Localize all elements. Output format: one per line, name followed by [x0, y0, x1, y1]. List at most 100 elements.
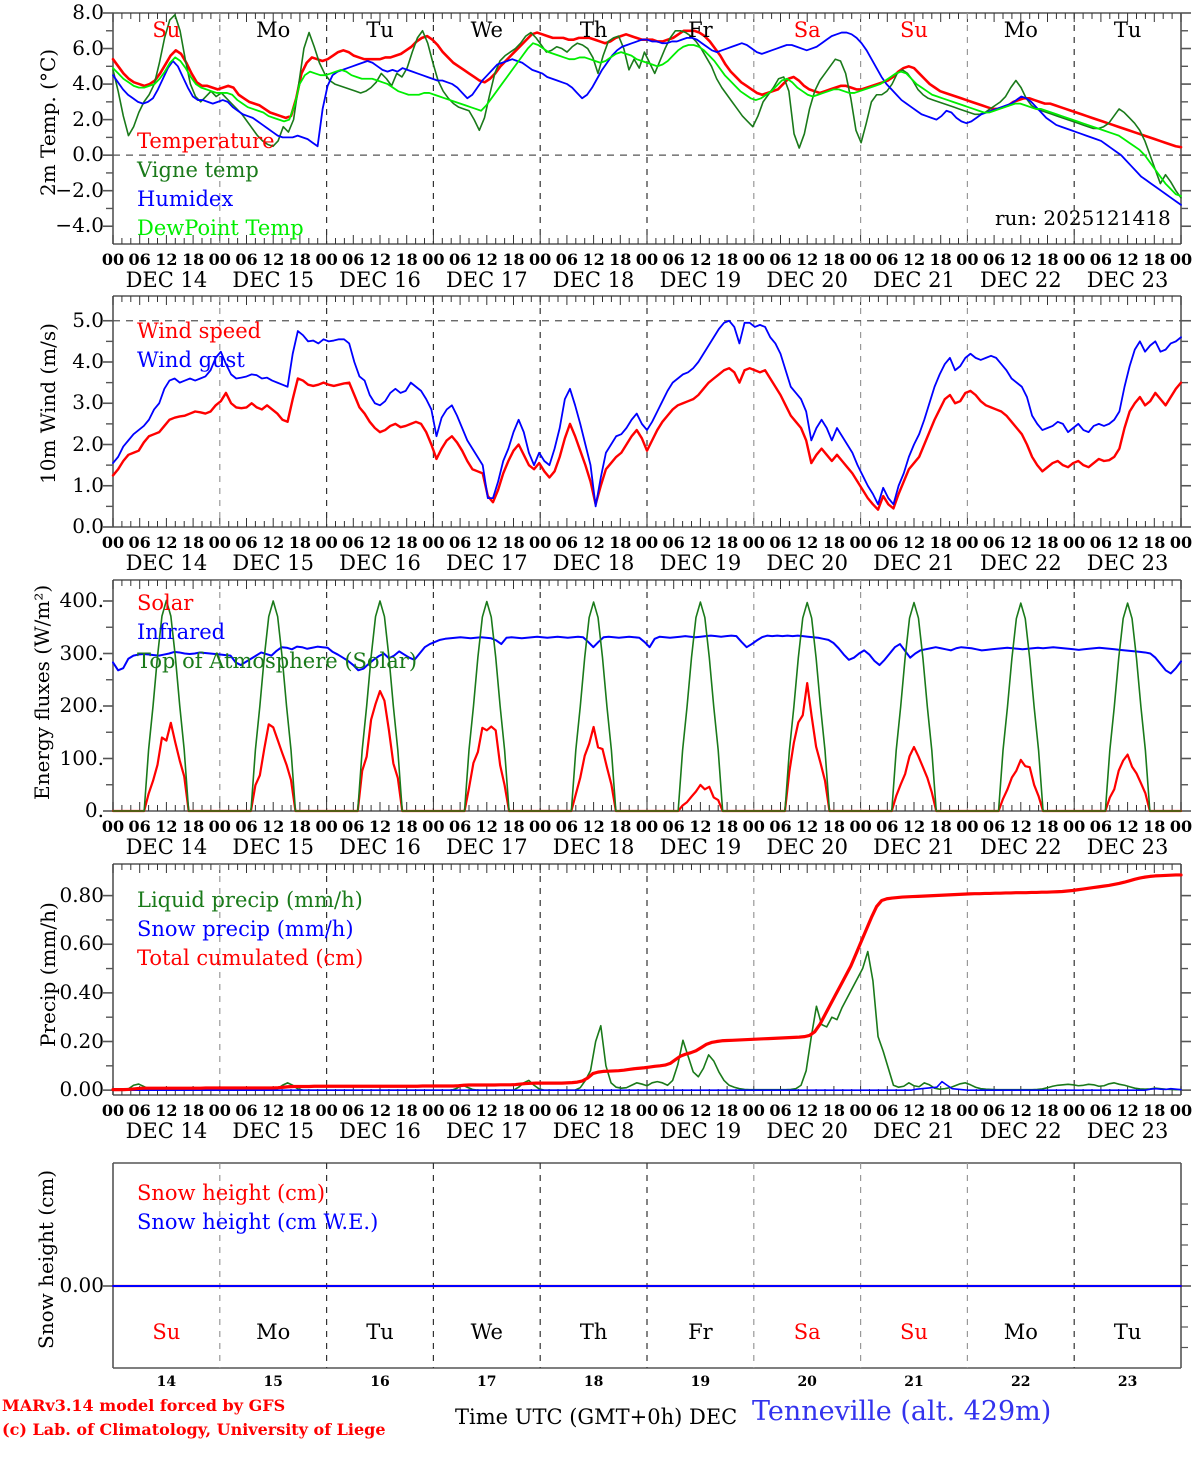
xtick-hour: 06 — [342, 250, 365, 269]
xtick-hour: 06 — [235, 817, 258, 836]
xtick-hour: 00 — [315, 533, 338, 552]
xtick-day: DEC 14 — [125, 551, 208, 575]
xtick-hour: 00 — [422, 1101, 445, 1120]
xtick-hour: 00 — [208, 1101, 231, 1120]
ylabel-snow: Snow height (cm) — [34, 1169, 58, 1349]
xtick-hour: 06 — [982, 817, 1006, 836]
xtick-hour: 18 — [715, 250, 739, 269]
legend-temperature-2: Humidex — [137, 187, 234, 212]
dow-label-top: Mo — [256, 18, 291, 42]
xtick-hour: 06 — [982, 1101, 1006, 1120]
dow-label-top: Mo — [1003, 18, 1038, 42]
xtick-hour: 06 — [769, 817, 792, 836]
legend-precip-2: Total cumulated (cm) — [137, 945, 364, 970]
xtick-hour: 06 — [555, 817, 579, 836]
dow-label-bottom: Tu — [1113, 1320, 1142, 1344]
xtick-hour: 00 — [315, 1101, 338, 1120]
xtick-hour: 00 — [422, 250, 445, 269]
xtick-hour: 00 — [315, 250, 338, 269]
xtick-hour: 00 — [1063, 1101, 1086, 1120]
xtick-hour: 00 — [956, 1101, 979, 1120]
xtick-hour: 00 — [1169, 250, 1193, 269]
dow-label-top: We — [470, 18, 503, 42]
xtick-hour: 18 — [395, 817, 418, 836]
xtick-day: DEC 19 — [659, 1119, 742, 1143]
xtick-hour: 18 — [929, 250, 952, 269]
xtick-hour: 12 — [902, 250, 926, 269]
xtick-hour: 12 — [582, 1101, 605, 1120]
xtick-day: DEC 21 — [873, 835, 955, 859]
xtick-hour: 18 — [502, 533, 525, 552]
xtick-hour: 12 — [475, 250, 498, 269]
xtick-hour: 18 — [715, 533, 739, 552]
xtick-hour: 12 — [796, 817, 819, 836]
xtick-day: DEC 20 — [766, 835, 848, 859]
xtick-hour: 00 — [1063, 533, 1086, 552]
ytick-wind-0: 5.0 — [72, 307, 104, 332]
ytick-precip-2: 0.40 — [59, 979, 104, 1004]
xtick-day: DEC 17 — [445, 1119, 528, 1143]
xtick-hour: 18 — [395, 250, 418, 269]
xtick-hour: 06 — [876, 533, 899, 552]
xtick-hour: 12 — [1009, 817, 1032, 836]
xtick-hour: 00 — [849, 250, 872, 269]
day-number: 22 — [1011, 1374, 1031, 1390]
xtick-hour: 12 — [1009, 250, 1032, 269]
xtick-hour: 12 — [582, 817, 605, 836]
ytick-snow-0: 0.00 — [59, 1273, 104, 1297]
xtick-hour: 12 — [368, 1101, 392, 1120]
location-text: Tenneville (alt. 429m) — [752, 1396, 1052, 1427]
xtick-hour: 12 — [1009, 533, 1032, 552]
panel-wind — [0, 0, 1194, 617]
xtick-hour: 18 — [929, 817, 952, 836]
xtick-hour: 12 — [582, 533, 605, 552]
xtick-hour: 06 — [128, 533, 151, 552]
dow-label-bottom: Mo — [256, 1320, 291, 1344]
ytick-precip-1: 0.60 — [59, 931, 104, 956]
xtick-hour: 00 — [1169, 533, 1193, 552]
xtick-hour: 00 — [208, 250, 231, 269]
xtick-day: DEC 23 — [1086, 268, 1169, 292]
xtick-hour: 18 — [502, 250, 525, 269]
xtick-hour: 12 — [689, 533, 712, 552]
xtick-hour: 06 — [662, 1101, 685, 1120]
xtick-hour: 00 — [742, 533, 765, 552]
legend-temperature-1: Vigne temp — [137, 158, 259, 183]
xtick-hour: 18 — [502, 1101, 525, 1120]
ytick-temperature-1: 6.0 — [72, 35, 104, 60]
xtick-hour: 00 — [529, 533, 552, 552]
xtick-day: DEC 14 — [125, 835, 208, 859]
ytick-precip-3: 0.20 — [59, 1028, 104, 1053]
xtick-hour: 12 — [155, 250, 178, 269]
xaxis-title-text: Time UTC (GMT+0h) DEC — [455, 1405, 738, 1429]
xtick-hour: 18 — [929, 1101, 952, 1120]
xtick-hour: 00 — [849, 817, 872, 836]
xtick-hour: 18 — [609, 533, 632, 552]
xtick-hour: 00 — [529, 1101, 552, 1120]
xtick-hour: 06 — [448, 250, 472, 269]
xtick-hour: 18 — [1036, 250, 1059, 269]
xtick-hour: 06 — [982, 250, 1006, 269]
xtick-hour: 18 — [822, 250, 846, 269]
xtick-hour: 18 — [715, 817, 739, 836]
xtick-hour: 18 — [502, 817, 525, 836]
xtick-hour: 00 — [529, 817, 552, 836]
xtick-hour: 06 — [769, 1101, 792, 1120]
xtick-day: DEC 20 — [766, 268, 848, 292]
xtick-hour: 18 — [609, 1101, 632, 1120]
xtick-hour: 00 — [1063, 817, 1086, 836]
dow-label-bottom: Mo — [1003, 1320, 1038, 1344]
xtick-hour: 06 — [1089, 533, 1113, 552]
series-humidex — [112, 31, 1182, 206]
panel-precip — [103, 863, 1191, 1096]
xtick-hour: 00 — [742, 250, 765, 269]
xtick-hour: 12 — [902, 533, 926, 552]
panel-energy — [103, 579, 1191, 813]
xtick-hour: 18 — [609, 817, 632, 836]
xtick-hour: 00 — [849, 533, 872, 552]
xtick-day: DEC 21 — [873, 551, 955, 575]
ytick-energy-4: 0. — [84, 798, 104, 822]
xtick-hour: 18 — [288, 250, 312, 269]
xtick-hour: 12 — [689, 250, 712, 269]
series-infrared — [112, 634, 1182, 675]
